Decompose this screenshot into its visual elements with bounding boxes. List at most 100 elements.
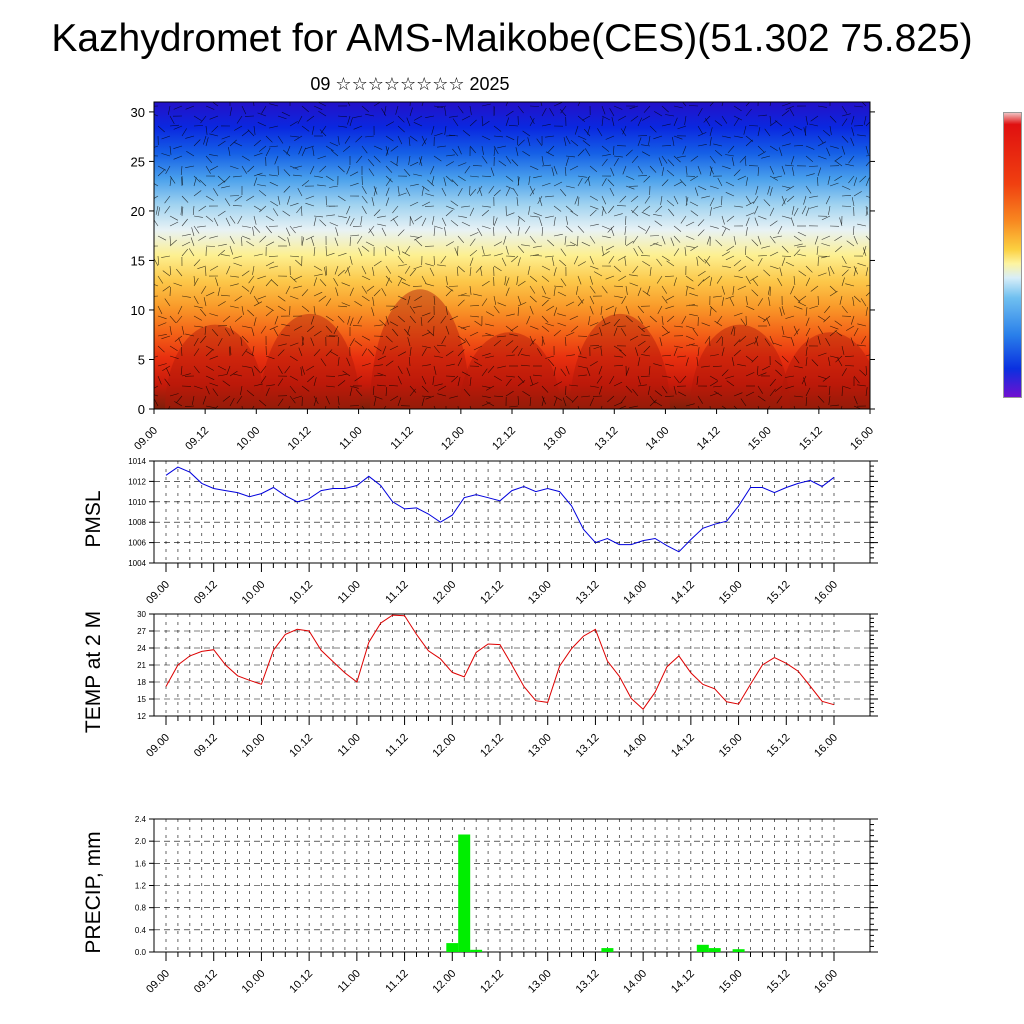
wind-barb <box>755 185 759 195</box>
wind-barb <box>444 107 447 117</box>
wind-barb <box>277 343 287 347</box>
wind-barb <box>289 121 298 127</box>
wind-barb <box>553 287 556 297</box>
wind-barb <box>385 265 392 274</box>
wind-barb <box>769 220 778 227</box>
wind-barb <box>217 337 223 347</box>
wind-barb <box>709 197 715 207</box>
wind-barb <box>209 115 219 120</box>
wind-barb <box>433 355 443 358</box>
wind-barb <box>653 214 663 217</box>
wind-barb <box>162 285 171 292</box>
wind-barb <box>224 198 231 207</box>
wind-barb <box>714 320 723 327</box>
wind-barb <box>425 193 435 197</box>
wind-barb <box>421 385 429 393</box>
wind-barb <box>317 102 327 107</box>
wind-barb <box>679 375 687 383</box>
wind-barb <box>716 315 723 324</box>
wind-barb <box>618 255 627 261</box>
wind-barb <box>157 207 161 217</box>
wind-barb <box>421 375 427 385</box>
wind-barb <box>844 355 855 357</box>
wind-barb <box>306 115 315 122</box>
wind-barb <box>641 211 651 217</box>
wind-barb <box>365 241 375 247</box>
wind-barb <box>215 277 219 287</box>
wind-barb <box>265 215 274 221</box>
wind-barb <box>445 305 448 315</box>
wind-barb <box>696 375 699 385</box>
wind-barb <box>570 140 579 147</box>
wind-barb <box>283 169 291 177</box>
wind-barb <box>169 145 172 155</box>
wind-barb <box>533 175 543 179</box>
wind-barb <box>857 323 867 327</box>
wind-barb <box>505 175 514 182</box>
wind-barb <box>305 145 315 150</box>
wind-barb <box>401 281 411 287</box>
x-tick-label: 11.00 <box>336 579 363 606</box>
wind-barb <box>684 247 687 257</box>
wind-barb <box>600 405 603 409</box>
x-tick-label: 11.12 <box>383 968 410 995</box>
wind-barb <box>505 375 515 378</box>
y-tick-label: 24 <box>137 644 146 653</box>
wind-barb <box>287 195 291 205</box>
wind-barb <box>793 235 802 242</box>
wind-barb <box>505 340 514 347</box>
wind-barb <box>569 384 579 387</box>
wind-barb <box>373 155 381 163</box>
wind-barb <box>541 337 544 347</box>
y-tick-label: 21 <box>137 661 146 670</box>
wind-barb <box>192 205 195 216</box>
wind-barb <box>433 365 437 375</box>
wind-barb <box>791 337 795 347</box>
wind-barb <box>271 279 279 287</box>
wind-barb <box>805 115 808 125</box>
wind-barb <box>305 235 315 241</box>
wind-barb <box>529 382 539 387</box>
wind-barb <box>205 215 214 222</box>
wind-barb <box>817 141 827 147</box>
wind-barb <box>685 287 688 297</box>
wind-barb <box>713 385 723 388</box>
wind-barb <box>361 105 369 113</box>
wind-barb <box>529 325 539 330</box>
wind-barb <box>608 255 615 264</box>
wind-barb <box>165 165 171 175</box>
wind-barb <box>241 155 250 161</box>
wind-barb <box>750 275 759 281</box>
wind-barb <box>709 405 711 409</box>
wind-barb <box>325 214 335 217</box>
wind-barb <box>433 105 443 108</box>
wind-barb <box>528 175 531 185</box>
wind-barb <box>565 395 574 402</box>
wind-barb <box>181 373 191 377</box>
wind-barb <box>692 328 699 337</box>
wind-barb <box>677 155 687 158</box>
wind-barb <box>565 365 570 375</box>
wind-barb <box>440 255 447 264</box>
wind-barb <box>570 325 579 333</box>
wind-barb <box>318 295 327 302</box>
wind-barb <box>621 295 627 304</box>
wind-barb <box>839 217 843 227</box>
precip-bar <box>696 944 709 952</box>
wind-barb <box>774 385 783 392</box>
wind-barb <box>409 347 412 357</box>
wind-barb <box>737 285 747 290</box>
wind-barb <box>643 345 651 353</box>
wind-barb <box>431 175 435 185</box>
wind-barb <box>217 175 225 183</box>
wind-barb <box>205 155 213 163</box>
wind-barb <box>541 335 545 345</box>
wind-barb <box>697 132 707 137</box>
wind-barb <box>589 275 593 285</box>
wind-barb <box>409 305 416 314</box>
wind-barb <box>739 335 747 343</box>
wind-barb <box>727 145 735 153</box>
wind-barb <box>640 375 651 377</box>
wind-barb <box>469 232 479 237</box>
